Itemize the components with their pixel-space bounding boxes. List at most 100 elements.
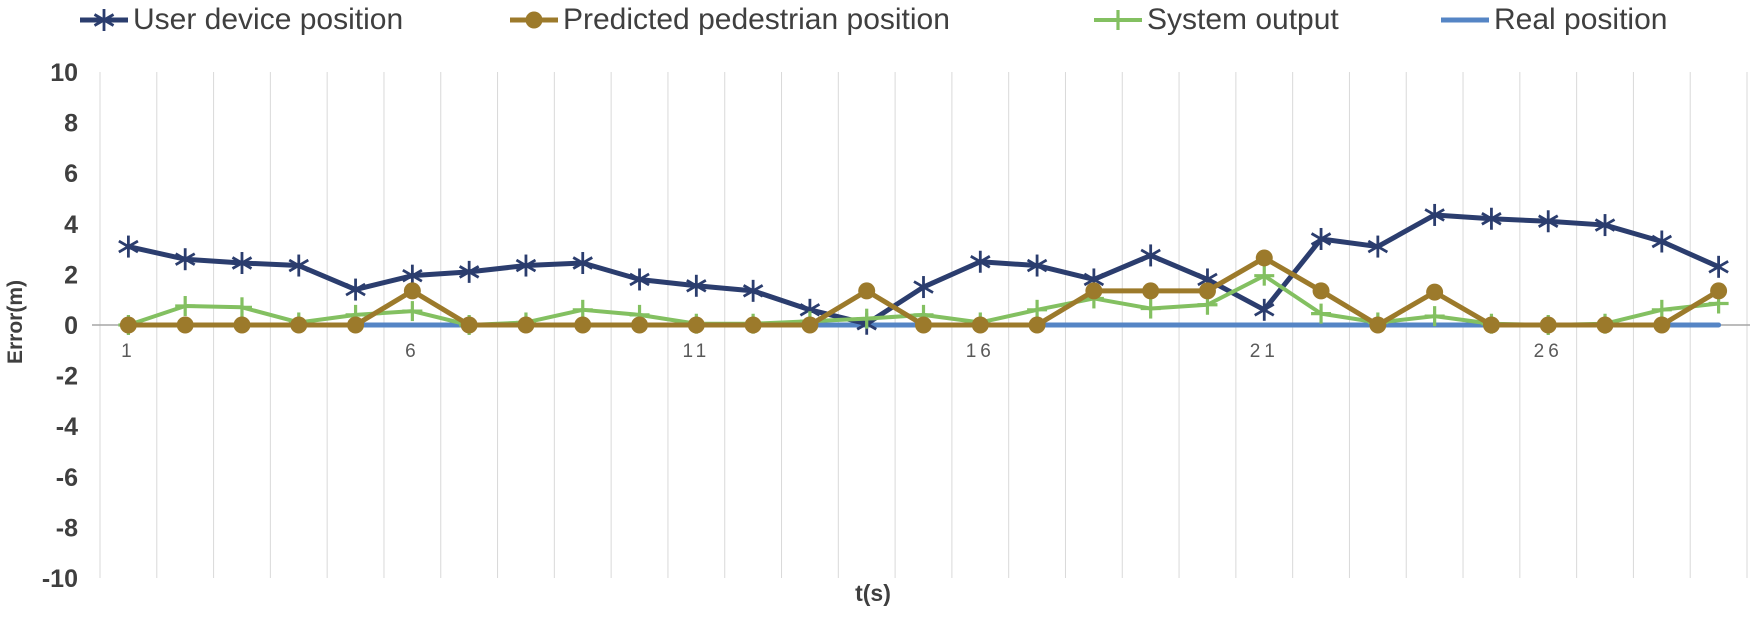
asterisk-marker bbox=[970, 250, 991, 273]
asterisk-marker bbox=[93, 9, 115, 31]
x-axis-tick-label: 16 bbox=[966, 341, 995, 362]
y-axis-tick-label: 4 bbox=[64, 211, 78, 239]
circle-marker bbox=[1710, 282, 1728, 300]
circle-marker bbox=[403, 282, 421, 300]
circle-marker bbox=[119, 316, 137, 334]
asterisk-marker bbox=[1651, 230, 1673, 253]
asterisk-marker bbox=[1140, 244, 1161, 267]
x-axis-tick-label: 11 bbox=[682, 341, 710, 362]
legend-marker-plus-icon bbox=[1094, 10, 1142, 30]
circle-marker bbox=[1085, 282, 1103, 300]
circle-marker bbox=[687, 316, 705, 334]
circle-marker bbox=[1596, 316, 1614, 334]
circle-marker bbox=[1142, 282, 1160, 300]
circle-marker bbox=[176, 316, 194, 334]
legend-label: System output bbox=[1147, 3, 1339, 36]
circle-marker bbox=[290, 316, 308, 334]
asterisk-spoke bbox=[118, 239, 139, 254]
legend-marker-asterisk-icon bbox=[80, 9, 128, 31]
asterisk-spoke bbox=[1651, 234, 1673, 249]
circle-marker bbox=[525, 11, 543, 29]
asterisk-marker bbox=[1537, 210, 1559, 233]
asterisk-spoke bbox=[1310, 232, 1332, 246]
asterisk-marker bbox=[1367, 235, 1389, 258]
asterisk-spoke bbox=[1083, 272, 1105, 287]
asterisk-spoke bbox=[1481, 212, 1502, 226]
circle-marker bbox=[631, 316, 649, 334]
asterisk-marker bbox=[572, 252, 593, 275]
asterisk-spoke bbox=[515, 258, 537, 273]
circle-marker bbox=[915, 316, 932, 334]
legend-label: User device position bbox=[133, 3, 404, 36]
asterisk-spoke bbox=[345, 282, 366, 297]
circle-marker bbox=[574, 316, 592, 334]
asterisk-spoke bbox=[970, 255, 991, 269]
asterisk-spoke bbox=[1197, 272, 1218, 287]
asterisk-marker bbox=[686, 274, 707, 297]
asterisk-spoke bbox=[572, 256, 593, 270]
circle-marker bbox=[1198, 282, 1216, 300]
circle-marker bbox=[744, 316, 762, 334]
asterisk-spoke bbox=[231, 256, 253, 270]
asterisk-marker bbox=[458, 260, 480, 283]
legend: User device position Predicted pedestrian… bbox=[0, 2, 1750, 46]
y-axis-tick-label: 10 bbox=[50, 59, 78, 87]
circle-marker bbox=[1028, 316, 1046, 334]
asterisk-marker bbox=[1594, 214, 1616, 237]
legend-label: Predicted pedestrian position bbox=[563, 3, 950, 36]
circle-marker bbox=[347, 316, 365, 334]
legend-label: Real position bbox=[1494, 3, 1668, 36]
circle-marker bbox=[517, 316, 535, 334]
asterisk-marker bbox=[288, 254, 310, 277]
legend-item-user-device-position: User device position bbox=[78, 2, 403, 38]
circle-marker bbox=[858, 282, 876, 300]
circle-marker bbox=[460, 316, 478, 334]
series-predicted-pedestrian-position bbox=[119, 249, 1728, 334]
asterisk-spoke bbox=[288, 258, 310, 273]
y-axis-title: Error(m) bbox=[4, 280, 27, 364]
asterisk-spoke bbox=[1424, 208, 1445, 222]
asterisk-marker bbox=[1310, 227, 1332, 250]
asterisk-spoke bbox=[1026, 258, 1048, 273]
asterisk-spoke bbox=[1708, 260, 1729, 274]
y-axis-tick-label: -2 bbox=[56, 363, 78, 391]
asterisk-spoke bbox=[742, 284, 764, 298]
asterisk-marker bbox=[345, 278, 366, 301]
circle-marker bbox=[1255, 249, 1273, 267]
asterisk-spoke bbox=[686, 279, 707, 293]
y-axis-tick-label: 2 bbox=[64, 261, 78, 289]
circle-marker bbox=[1369, 316, 1387, 334]
x-axis-tick-label: 1 bbox=[121, 341, 136, 362]
x-axis-tick-label: 6 bbox=[405, 341, 420, 362]
asterisk-spoke bbox=[458, 265, 480, 279]
asterisk-marker bbox=[1481, 207, 1502, 230]
asterisk-marker bbox=[1254, 298, 1275, 321]
x-axis-tick-label: 26 bbox=[1534, 341, 1563, 362]
y-axis-tick-label: -8 bbox=[56, 514, 78, 542]
legend-item-predicted-pedestrian-position: Predicted pedestrian position bbox=[508, 2, 950, 38]
legend-marker-circle-icon bbox=[510, 11, 558, 29]
asterisk-marker bbox=[742, 279, 764, 302]
asterisk-marker bbox=[1708, 255, 1729, 278]
asterisk-spoke bbox=[1594, 218, 1616, 232]
asterisk-spoke bbox=[174, 252, 196, 266]
asterisk-marker bbox=[515, 254, 537, 277]
asterisk-marker bbox=[1026, 254, 1048, 277]
asterisk-marker bbox=[231, 252, 253, 275]
circle-marker bbox=[971, 316, 989, 334]
circle-marker bbox=[1426, 283, 1444, 301]
circle-marker bbox=[1312, 282, 1330, 300]
asterisk-spoke bbox=[1140, 248, 1161, 263]
y-axis-tick-label: 6 bbox=[64, 160, 78, 188]
asterisk-marker bbox=[1424, 203, 1445, 226]
legend-item-real-position: Real position bbox=[1439, 2, 1667, 38]
asterisk-spoke bbox=[93, 13, 115, 27]
circle-marker bbox=[801, 316, 819, 334]
asterisk-marker bbox=[174, 248, 196, 271]
asterisk-spoke bbox=[629, 272, 650, 287]
circle-marker bbox=[1539, 316, 1557, 334]
asterisk-spoke bbox=[1254, 303, 1275, 317]
asterisk-marker bbox=[629, 268, 650, 291]
